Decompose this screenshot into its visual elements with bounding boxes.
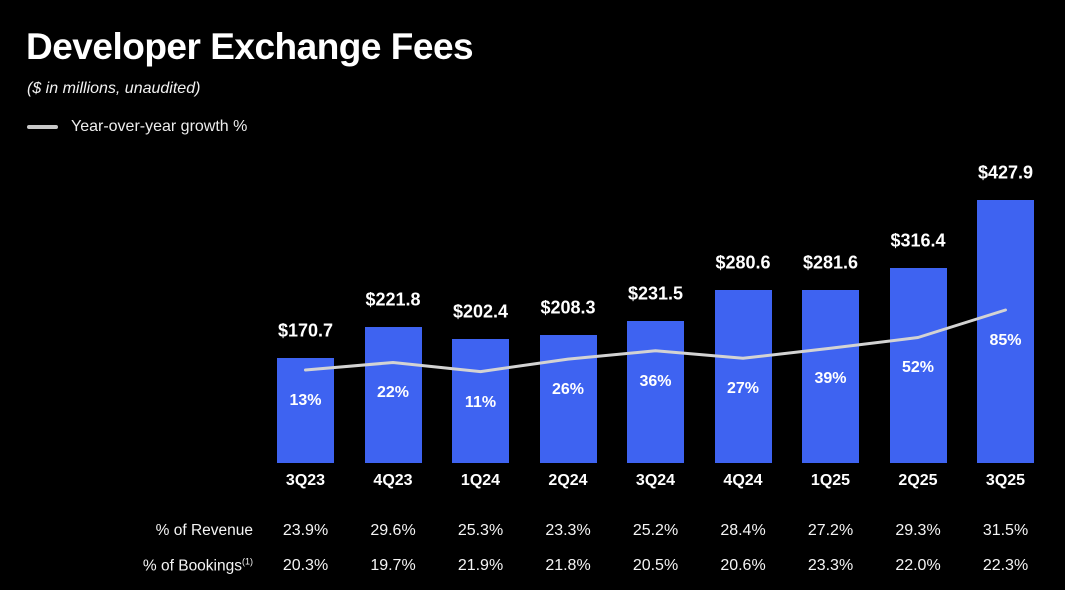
table-value-row2-3Q24: 20.5% bbox=[632, 557, 679, 574]
bar-3Q24 bbox=[627, 321, 684, 463]
growth-label-3Q23: 13% bbox=[289, 391, 322, 409]
table-value-row1-4Q24: 28.4% bbox=[720, 522, 766, 539]
row-label-pct-of-bookings: % of Bookings(1) bbox=[142, 556, 253, 575]
growth-label-4Q23: 22% bbox=[376, 384, 410, 402]
growth-label-2Q24: 26% bbox=[551, 381, 585, 399]
category-label-4Q24: 4Q24 bbox=[723, 472, 763, 489]
category-label-2Q25: 2Q25 bbox=[898, 472, 938, 489]
table-value-row1-2Q25: 29.3% bbox=[895, 522, 941, 539]
page-subtitle: ($ in millions, unaudited) bbox=[27, 80, 201, 97]
growth-label-2Q25: 52% bbox=[901, 359, 935, 377]
table-value-row1-3Q25: 31.5% bbox=[982, 522, 1029, 539]
table-value-row2-1Q24: 21.9% bbox=[457, 557, 504, 574]
table-value-row2-4Q24: 20.6% bbox=[720, 557, 766, 574]
table-value-row2-2Q25: 22.0% bbox=[895, 557, 941, 574]
category-label-2Q24: 2Q24 bbox=[548, 472, 588, 489]
bar-value-label-4Q24: $280.6 bbox=[715, 252, 771, 273]
table-value-row1-1Q25: 27.2% bbox=[807, 522, 854, 539]
table-value-row2-3Q23: 20.3% bbox=[282, 557, 329, 574]
bar-3Q23 bbox=[277, 358, 334, 463]
table-value-row1-3Q24: 25.2% bbox=[632, 522, 679, 539]
growth-label-1Q25: 39% bbox=[814, 370, 847, 388]
category-label-4Q23: 4Q23 bbox=[373, 472, 413, 489]
table-value-row2-3Q25: 22.3% bbox=[982, 557, 1029, 574]
bar-value-label-3Q23: $170.7 bbox=[277, 320, 334, 341]
growth-label-3Q24: 36% bbox=[639, 372, 672, 390]
table-value-row2-2Q24: 21.8% bbox=[545, 557, 591, 574]
category-label-3Q24: 3Q24 bbox=[635, 472, 676, 489]
growth-label-4Q24: 27% bbox=[726, 380, 760, 398]
category-label-1Q25: 1Q25 bbox=[810, 472, 851, 489]
bar-value-label-2Q25: $316.4 bbox=[890, 230, 946, 251]
table-value-row1-2Q24: 23.3% bbox=[545, 522, 591, 539]
category-label-3Q25: 3Q25 bbox=[985, 472, 1026, 489]
bar-value-label-1Q24: $202.4 bbox=[452, 301, 509, 322]
table-value-row2-4Q23: 19.7% bbox=[370, 557, 416, 574]
bar-value-label-3Q25: $427.9 bbox=[977, 162, 1034, 183]
table-value-row2-1Q25: 23.3% bbox=[807, 557, 854, 574]
growth-label-3Q25: 85% bbox=[989, 331, 1022, 349]
growth-label-1Q24: 11% bbox=[464, 393, 497, 411]
bar-value-label-1Q25: $281.6 bbox=[802, 252, 859, 273]
legend: Year-over-year growth % bbox=[27, 118, 247, 136]
category-label-3Q23: 3Q23 bbox=[285, 472, 326, 489]
table-value-row1-3Q23: 23.9% bbox=[282, 522, 329, 539]
bar-value-label-2Q24: $208.3 bbox=[540, 297, 596, 318]
bar-4Q24 bbox=[714, 290, 772, 463]
category-label-1Q24: 1Q24 bbox=[460, 472, 501, 489]
legend-label: Year-over-year growth % bbox=[71, 118, 248, 135]
table-value-row1-4Q23: 29.6% bbox=[370, 522, 416, 539]
bar-value-label-3Q24: $231.5 bbox=[627, 283, 684, 304]
table-value-row1-1Q24: 25.3% bbox=[457, 522, 504, 539]
bar-value-label-4Q23: $221.8 bbox=[365, 289, 421, 310]
page-title: Developer Exchange Fees bbox=[26, 26, 474, 67]
row-label-pct-of-revenue: % of Revenue bbox=[155, 522, 253, 539]
yoy-line-swatch-icon bbox=[27, 124, 58, 130]
